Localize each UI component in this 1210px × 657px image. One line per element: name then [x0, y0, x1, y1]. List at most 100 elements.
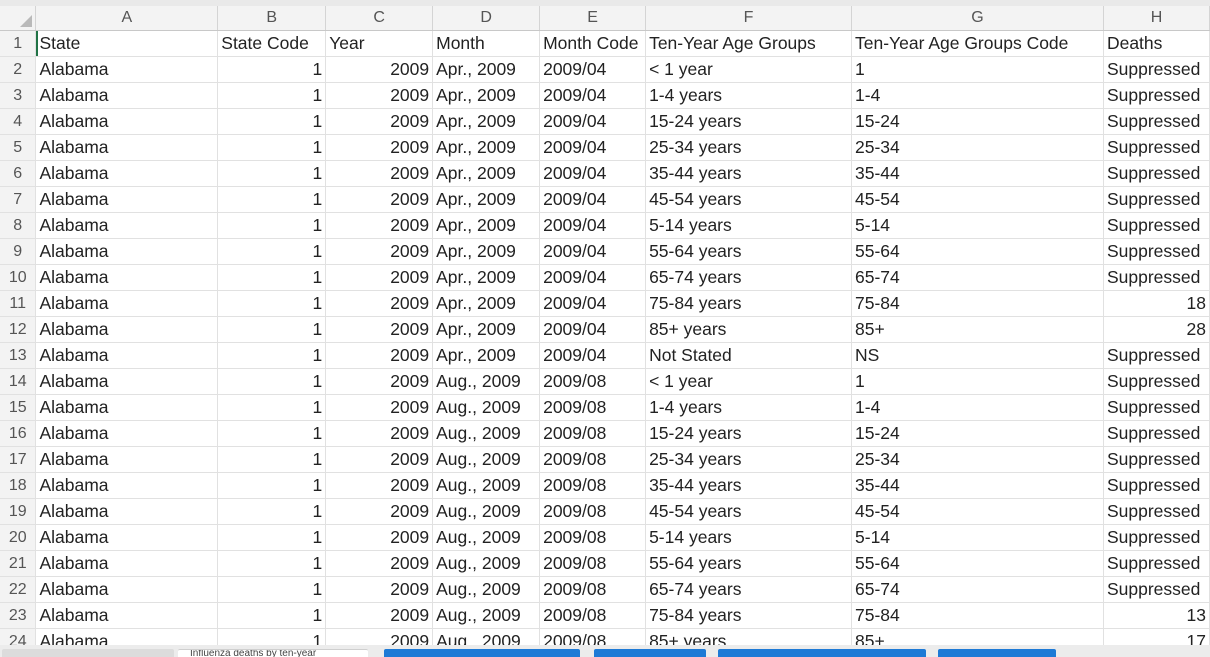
table-cell[interactable]: 1-4 years: [645, 394, 853, 421]
table-cell[interactable]: Alabama: [35, 602, 219, 629]
row-number[interactable]: 20: [0, 524, 37, 551]
table-cell[interactable]: 1: [217, 82, 327, 109]
row-number[interactable]: 3: [0, 82, 37, 109]
table-cell[interactable]: Apr., 2009: [432, 82, 541, 109]
table-cell[interactable]: Aug., 2009: [432, 472, 541, 499]
table-cell[interactable]: 1: [851, 368, 1104, 395]
table-cell[interactable]: Aug., 2009: [432, 524, 541, 551]
table-cell[interactable]: 65-74: [851, 576, 1104, 603]
table-cell[interactable]: 5-14 years: [645, 212, 853, 239]
table-cell[interactable]: 2009: [325, 368, 434, 395]
table-cell[interactable]: 2009/08: [539, 498, 647, 525]
column-title-cell[interactable]: Ten-Year Age Groups: [645, 30, 853, 57]
table-cell[interactable]: 2009/08: [539, 394, 647, 421]
table-cell[interactable]: 25-34 years: [645, 446, 853, 473]
table-cell[interactable]: Aug., 2009: [432, 602, 541, 629]
row-number[interactable]: 8: [0, 212, 37, 239]
row-number[interactable]: 17: [0, 446, 37, 473]
table-cell[interactable]: Apr., 2009: [432, 264, 541, 291]
table-cell[interactable]: Suppressed: [1103, 446, 1210, 473]
column-header-c[interactable]: C: [325, 6, 434, 31]
table-cell[interactable]: 2009: [325, 212, 434, 239]
table-cell[interactable]: 25-34: [851, 134, 1104, 161]
sheet-tab-left-scroll[interactable]: [2, 649, 174, 657]
table-cell[interactable]: 2009: [325, 576, 434, 603]
table-cell[interactable]: 1: [217, 342, 327, 369]
table-cell[interactable]: 2009/04: [539, 186, 647, 213]
table-cell[interactable]: 1: [217, 160, 327, 187]
table-cell[interactable]: Aug., 2009: [432, 368, 541, 395]
table-cell[interactable]: 2009: [325, 446, 434, 473]
table-cell[interactable]: Alabama: [35, 316, 219, 343]
row-number[interactable]: 21: [0, 550, 37, 577]
table-cell[interactable]: Aug., 2009: [432, 394, 541, 421]
table-cell[interactable]: 2009: [325, 56, 434, 83]
table-cell[interactable]: Alabama: [35, 56, 219, 83]
row-number[interactable]: 14: [0, 368, 37, 395]
table-cell[interactable]: 2009/04: [539, 134, 647, 161]
row-number[interactable]: 10: [0, 264, 37, 291]
table-cell[interactable]: 1: [851, 56, 1104, 83]
table-cell[interactable]: Suppressed: [1103, 368, 1210, 395]
table-cell[interactable]: 13: [1103, 602, 1210, 629]
table-cell[interactable]: 15-24: [851, 108, 1104, 135]
table-cell[interactable]: 85+: [851, 316, 1104, 343]
column-title-cell[interactable]: Year: [325, 30, 434, 57]
table-cell[interactable]: Aug., 2009: [432, 576, 541, 603]
table-cell[interactable]: 1: [217, 134, 327, 161]
table-cell[interactable]: 1: [217, 56, 327, 83]
table-cell[interactable]: Alabama: [35, 550, 219, 577]
table-cell[interactable]: 85+ years: [645, 316, 853, 343]
table-cell[interactable]: Apr., 2009: [432, 316, 541, 343]
table-cell[interactable]: 15-24 years: [645, 108, 853, 135]
row-number[interactable]: 13: [0, 342, 37, 369]
table-cell[interactable]: 2009/08: [539, 420, 647, 447]
table-cell[interactable]: Aug., 2009: [432, 420, 541, 447]
table-cell[interactable]: 65-74: [851, 264, 1104, 291]
column-header-g[interactable]: G: [851, 6, 1104, 31]
row-number[interactable]: 16: [0, 420, 37, 447]
column-header-d[interactable]: D: [432, 6, 541, 31]
table-cell[interactable]: 5-14: [851, 524, 1104, 551]
table-cell[interactable]: Aug., 2009: [432, 550, 541, 577]
table-cell[interactable]: Alabama: [35, 498, 219, 525]
table-cell[interactable]: Alabama: [35, 524, 219, 551]
row-number[interactable]: 18: [0, 472, 37, 499]
table-cell[interactable]: NS: [851, 342, 1104, 369]
table-cell[interactable]: 75-84: [851, 290, 1104, 317]
taskbar-app-button[interactable]: [594, 649, 706, 657]
table-cell[interactable]: Aug., 2009: [432, 446, 541, 473]
table-cell[interactable]: < 1 year: [645, 56, 853, 83]
table-cell[interactable]: Alabama: [35, 108, 219, 135]
table-cell[interactable]: Apr., 2009: [432, 160, 541, 187]
table-cell[interactable]: Apr., 2009: [432, 290, 541, 317]
table-cell[interactable]: Apr., 2009: [432, 212, 541, 239]
table-cell[interactable]: 2009/04: [539, 238, 647, 265]
table-cell[interactable]: 35-44: [851, 160, 1104, 187]
table-cell[interactable]: 1: [217, 472, 327, 499]
table-cell[interactable]: 2009/04: [539, 56, 647, 83]
table-cell[interactable]: Suppressed: [1103, 394, 1210, 421]
table-cell[interactable]: 2009: [325, 524, 434, 551]
table-cell[interactable]: Alabama: [35, 238, 219, 265]
row-number[interactable]: 5: [0, 134, 37, 161]
sheet-tab-active[interactable]: [178, 649, 368, 657]
table-cell[interactable]: Alabama: [35, 368, 219, 395]
table-cell[interactable]: 2009/04: [539, 160, 647, 187]
row-number[interactable]: 23: [0, 602, 37, 629]
table-cell[interactable]: 15-24: [851, 420, 1104, 447]
table-cell[interactable]: Alabama: [35, 160, 219, 187]
table-cell[interactable]: 2009/08: [539, 446, 647, 473]
table-cell[interactable]: 65-74 years: [645, 264, 853, 291]
column-title-cell[interactable]: State Code: [217, 30, 327, 57]
taskbar-app-button[interactable]: [384, 649, 580, 657]
table-cell[interactable]: 5-14: [851, 212, 1104, 239]
table-cell[interactable]: < 1 year: [645, 368, 853, 395]
column-header-f[interactable]: F: [645, 6, 853, 31]
table-cell[interactable]: 2009: [325, 186, 434, 213]
table-cell[interactable]: Not Stated: [645, 342, 853, 369]
table-cell[interactable]: 35-44 years: [645, 472, 853, 499]
column-header-e[interactable]: E: [539, 6, 647, 31]
table-cell[interactable]: Alabama: [35, 290, 219, 317]
table-cell[interactable]: 55-64: [851, 550, 1104, 577]
